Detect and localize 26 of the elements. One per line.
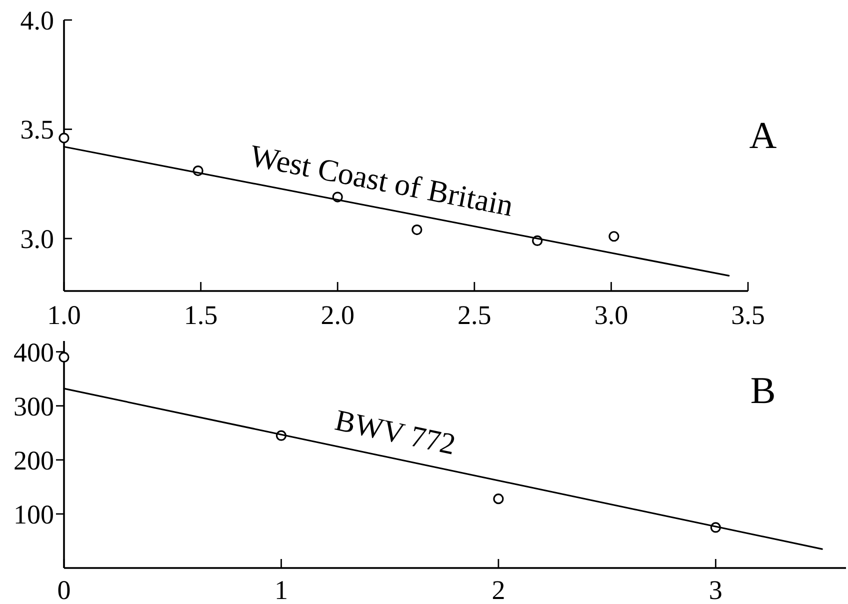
x-tick-label: 2 (492, 575, 506, 604)
x-tick-label: 2.0 (320, 300, 354, 330)
x-tick-label: 3.5 (731, 300, 765, 330)
point (58, 352, 70, 363)
point (608, 231, 620, 242)
text: West Coast of Britain (247, 138, 517, 224)
point (58, 132, 70, 144)
x-tick-label: 1.0 (47, 300, 81, 330)
y-tick-label: 400 (14, 337, 54, 368)
y-tick-label: 4.0 (20, 5, 54, 36)
y-tick-label: 3.5 (20, 114, 54, 145)
y-tick-label: 200 (14, 445, 54, 476)
point (493, 494, 504, 504)
x-tick-label: 1 (274, 575, 288, 604)
point (412, 224, 422, 236)
x-tick-label: 3 (708, 575, 722, 604)
text: B (750, 370, 776, 412)
y-tick-label: 3.0 (20, 224, 54, 254)
y-tick-label: 100 (14, 499, 54, 530)
x-tick-label: 3.0 (594, 300, 628, 330)
text: A (749, 115, 778, 157)
text: BWV 772 (332, 404, 458, 462)
x-tick-label: 0 (57, 575, 71, 604)
y-tick-label: 300 (14, 391, 54, 422)
x-tick-label: 2.5 (458, 300, 492, 330)
x-tick-label: 1.5 (184, 300, 218, 330)
